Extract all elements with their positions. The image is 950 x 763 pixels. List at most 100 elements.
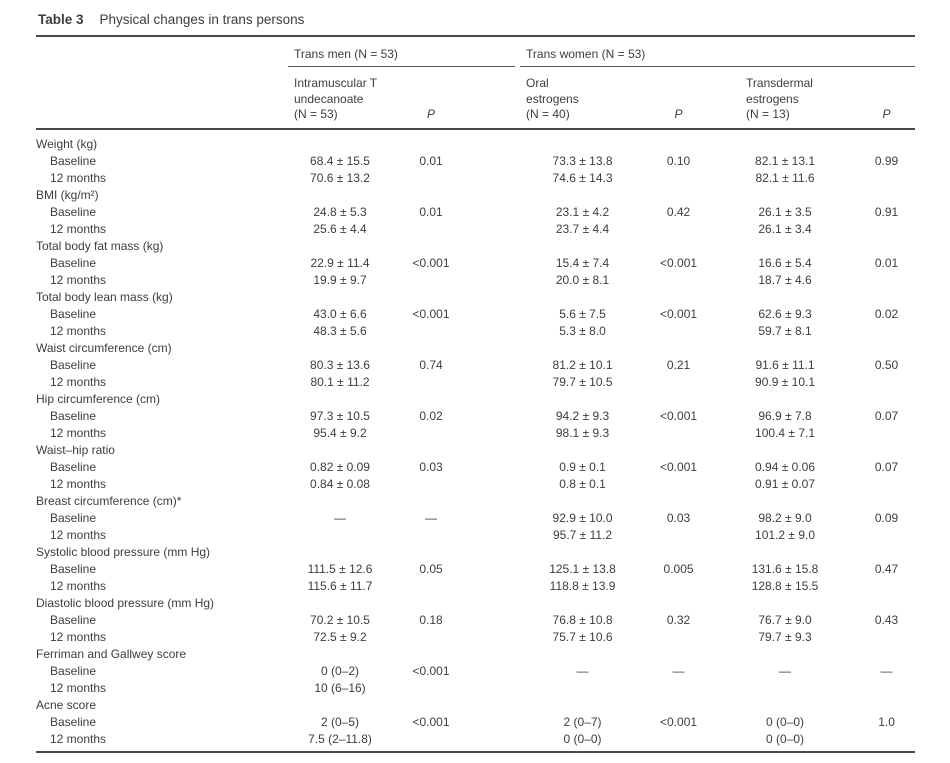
- p-value-cell: 0.03: [666, 510, 691, 525]
- value-cell: 16.6 ± 5.4: [758, 255, 812, 270]
- p-value-cell: 1.0: [878, 714, 895, 729]
- category-label: Diastolic blood pressure (mm Hg): [36, 595, 215, 610]
- value-cell: 72.5 ± 9.2: [313, 629, 367, 644]
- p-value-cell: 0.99: [874, 153, 899, 168]
- p-value-cell: [392, 425, 470, 442]
- p-value-cell: <0.001: [412, 663, 450, 678]
- value-cell: 98.2 ± 9.0: [758, 510, 812, 525]
- column-spacer: [470, 67, 521, 130]
- p-value-cell: 0.47: [874, 561, 899, 576]
- data-row: 12 months 95.4 ± 9.2 98.1 ± 9.3 100.4 ± 7.1: [36, 425, 915, 442]
- value-cell: 91.6 ± 11.1: [755, 357, 815, 372]
- value-cell: 131.6 ± 15.8: [751, 561, 819, 576]
- category-label: Waist circumference (cm): [36, 340, 172, 355]
- value-cell: 24.8 ± 5.3: [313, 204, 367, 219]
- column-header-line: estrogens: [746, 91, 799, 106]
- p-value-cell: 0.01: [874, 255, 899, 270]
- value-cell: 68.4 ± 15.5: [310, 153, 370, 168]
- p-value-cell: <0.001: [660, 459, 698, 474]
- p-value-cell: 0.02: [874, 306, 899, 321]
- column-spacer: [470, 578, 520, 595]
- row-label: 12 months: [50, 578, 107, 593]
- value-cell: 43.0 ± 6.6: [313, 306, 367, 321]
- data-row: 12 months 0.84 ± 0.08 0.8 ± 0.1 0.91 ± 0.07: [36, 476, 915, 493]
- category-label: BMI (kg/m²): [36, 187, 99, 202]
- p-label: P: [674, 107, 683, 121]
- value-cell: 0 (0–2): [320, 663, 360, 678]
- col-header-p-trans-men: P: [392, 67, 470, 130]
- value-cell: 0 (0–0): [766, 731, 805, 746]
- value-cell: 70.6 ± 13.2: [310, 170, 370, 185]
- p-value-cell: <0.001: [660, 255, 698, 270]
- category-label: Hip circumference (cm): [36, 391, 161, 406]
- category-row: BMI (kg/m²): [36, 187, 915, 204]
- value-cell: 0.84 ± 0.08: [310, 476, 370, 491]
- column-header-line: undecanoate: [294, 91, 364, 106]
- value-cell: 101.2 ± 9.0: [755, 527, 816, 542]
- data-row: Baseline 70.2 ± 10.5 0.18 76.8 ± 10.8 0.32 76…: [36, 612, 915, 629]
- p-value-cell: [858, 731, 915, 752]
- p-value-cell: 0.74: [419, 357, 443, 372]
- value-cell: 62.6 ± 9.3: [758, 306, 812, 321]
- p-value-cell: <0.001: [660, 714, 698, 729]
- category-row: Weight (kg): [36, 129, 915, 153]
- column-header-line: (N = 13): [746, 107, 790, 121]
- p-value-cell: 0.10: [666, 153, 691, 168]
- column-spacer: [470, 153, 520, 170]
- value-cell: —: [334, 510, 346, 525]
- p-value-cell: —: [425, 510, 437, 525]
- value-cell: 0.9 ± 0.1: [559, 459, 606, 474]
- category-row: Systolic blood pressure (mm Hg): [36, 544, 915, 561]
- data-row: Baseline 43.0 ± 6.6 <0.001 5.6 ± 7.5 <0.001 6…: [36, 306, 915, 323]
- p-value-cell: [645, 527, 712, 544]
- value-cell: 73.3 ± 13.8: [552, 153, 613, 168]
- data-row: Baseline 0 (0–2) <0.001 — — — —: [36, 663, 915, 680]
- column-spacer: [470, 527, 520, 544]
- column-spacer: [470, 476, 520, 493]
- value-cell: 0 (0–0): [766, 714, 805, 729]
- p-value-cell: [392, 527, 470, 544]
- value-cell: 26.1 ± 3.4: [758, 221, 812, 236]
- group-label: Trans women (N = 53): [520, 47, 916, 67]
- p-value-cell: 0.03: [419, 459, 443, 474]
- row-label: Baseline: [50, 459, 97, 474]
- data-row: Baseline 22.9 ± 11.4 <0.001 15.4 ± 7.4 <0.00…: [36, 255, 915, 272]
- p-value-cell: 0.21: [666, 357, 691, 372]
- p-value-cell: 0.43: [874, 612, 899, 627]
- p-value-cell: [858, 629, 915, 646]
- p-value-cell: [392, 170, 470, 187]
- empty-header-cell: [36, 67, 288, 130]
- data-row: 12 months 25.6 ± 4.4 23.7 ± 4.4 26.1 ± 3.4: [36, 221, 915, 238]
- data-row: 12 months 115.6 ± 11.7 118.8 ± 13.9 128.8 ±…: [36, 578, 915, 595]
- value-cell: 97.3 ± 10.5: [310, 408, 370, 423]
- data-row: 12 months 70.6 ± 13.2 74.6 ± 14.3 82.1 ± 11…: [36, 170, 915, 187]
- p-value-cell: [858, 374, 915, 391]
- value-cell: 0.94 ± 0.06: [755, 459, 816, 474]
- value-cell: 22.9 ± 11.4: [310, 255, 370, 270]
- p-label: P: [882, 107, 891, 121]
- column-spacer: [470, 204, 520, 221]
- p-value-cell: [392, 629, 470, 646]
- value-cell: 94.2 ± 9.3: [555, 408, 610, 423]
- row-label: 12 months: [50, 374, 107, 389]
- column-header-line: Intramuscular T: [294, 76, 378, 90]
- p-value-cell: [858, 221, 915, 238]
- value-cell: 70.2 ± 10.5: [310, 612, 370, 627]
- data-row: Baseline — — 92.9 ± 10.0 0.03 98.2 ± 9.0 0.09: [36, 510, 915, 527]
- p-value-cell: <0.001: [412, 306, 450, 321]
- row-label: Baseline: [50, 255, 97, 270]
- data-row: Baseline 111.5 ± 12.6 0.05 125.1 ± 13.8 0.00…: [36, 561, 915, 578]
- p-value-cell: 0.02: [419, 408, 443, 423]
- value-cell: 26.1 ± 3.5: [758, 204, 812, 219]
- value-cell: 5.6 ± 7.5: [559, 306, 606, 321]
- row-label: Baseline: [50, 612, 97, 627]
- value-cell: 25.6 ± 4.4: [313, 221, 367, 236]
- column-spacer: [470, 408, 520, 425]
- value-cell: 48.3 ± 5.6: [313, 323, 367, 338]
- col-header-intramuscular-t: Intramuscular T undecanoate (N = 53): [288, 67, 392, 130]
- category-row: Hip circumference (cm): [36, 391, 915, 408]
- category-row: Waist circumference (cm): [36, 340, 915, 357]
- category-row: Ferriman and Gallwey score: [36, 646, 915, 663]
- column-header-line: (N = 53): [294, 107, 338, 121]
